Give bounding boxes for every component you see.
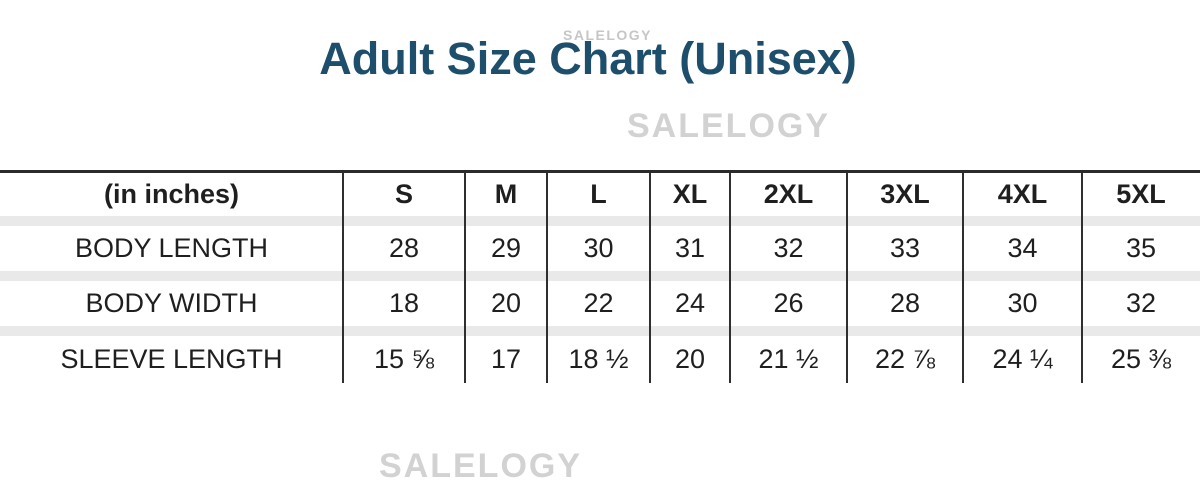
size-header-4xl: 4XL bbox=[997, 179, 1048, 209]
row-label: BODY WIDTH bbox=[85, 288, 258, 318]
column-divider bbox=[846, 173, 848, 383]
table-cell: 35 bbox=[1125, 233, 1157, 263]
column-divider bbox=[464, 173, 466, 383]
row-label: BODY LENGTH bbox=[74, 233, 269, 263]
table-cell: 32 bbox=[773, 233, 804, 263]
table-top-border bbox=[0, 170, 1200, 173]
table-row-body-width: BODY WIDTH 18 20 22 24 26 28 30 32 bbox=[0, 281, 1200, 326]
watermark-middle: SALELOGY bbox=[627, 107, 831, 145]
table-cell: 20 bbox=[674, 343, 706, 374]
table-cell: 21 ½ bbox=[758, 343, 819, 374]
table-cell: 30 bbox=[1007, 288, 1038, 318]
size-chart-table: (in inches) S M L XL 2XL 3XL 4XL 5XL BOD… bbox=[0, 170, 1200, 383]
size-header-s: S bbox=[394, 179, 413, 209]
table-cell: 32 bbox=[1125, 288, 1157, 318]
size-header-xl: XL bbox=[672, 179, 708, 209]
table-row-sleeve-length: SLEEVE LENGTH 15 ⅝ 17 18 ½ 20 21 ½ 22 ⅞ … bbox=[0, 336, 1200, 382]
table-cell: 25 ⅜ bbox=[1110, 343, 1172, 374]
size-header-5xl: 5XL bbox=[1116, 179, 1166, 209]
column-divider bbox=[962, 173, 964, 383]
table-cell: 26 bbox=[773, 288, 804, 318]
column-divider bbox=[546, 173, 548, 383]
column-divider bbox=[342, 173, 344, 383]
table-cell: 30 bbox=[583, 233, 614, 263]
table-cell: 22 ⅞ bbox=[874, 343, 936, 374]
table-cell: 24 bbox=[674, 288, 706, 318]
table-cell: 34 bbox=[1007, 233, 1038, 263]
table-cell: 18 ½ bbox=[568, 343, 629, 374]
watermark-bottom: SALELOGY bbox=[379, 447, 583, 485]
unit-header-cell: (in inches) bbox=[103, 179, 239, 209]
table-cell: 15 ⅝ bbox=[373, 343, 435, 374]
row-separator bbox=[0, 216, 1200, 226]
column-divider bbox=[729, 173, 731, 383]
table-cell: 33 bbox=[889, 233, 921, 263]
row-label: SLEEVE LENGTH bbox=[60, 343, 283, 374]
table-cell: 31 bbox=[674, 233, 706, 263]
table-row-body-length: BODY LENGTH 28 29 30 31 32 33 34 35 bbox=[0, 226, 1200, 271]
page-title: Adult Size Chart (Unisex) bbox=[319, 33, 857, 84]
watermark-top: SALELOGY bbox=[563, 27, 653, 43]
table-cell: 24 ¼ bbox=[992, 343, 1053, 374]
column-divider bbox=[1081, 173, 1083, 383]
size-header-3xl: 3XL bbox=[880, 179, 930, 209]
table-cell: 22 bbox=[583, 288, 614, 318]
table-cell: 28 bbox=[388, 233, 420, 263]
size-header-m: M bbox=[494, 179, 518, 209]
size-header-2xl: 2XL bbox=[763, 179, 814, 209]
size-header-l: L bbox=[590, 179, 607, 209]
row-separator bbox=[0, 271, 1200, 281]
table-cell: 29 bbox=[490, 233, 522, 263]
table-cell: 17 bbox=[490, 343, 522, 374]
table-cell: 20 bbox=[490, 288, 522, 318]
table-cell: 28 bbox=[889, 288, 921, 318]
table-cell: 18 bbox=[388, 288, 420, 318]
column-divider bbox=[649, 173, 651, 383]
row-separator bbox=[0, 326, 1200, 336]
table-header-row: (in inches) S M L XL 2XL 3XL 4XL 5XL bbox=[0, 173, 1200, 216]
